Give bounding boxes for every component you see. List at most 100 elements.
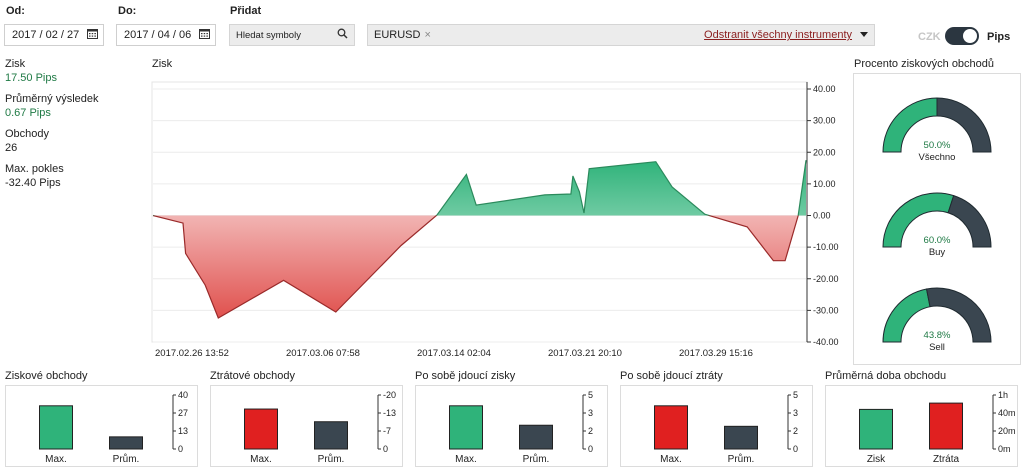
summary-bar-chart: 5 3 2 0 Max. Prům. — [654, 390, 798, 465]
stat-value: -32.40 Pips — [5, 177, 61, 189]
summary-bar — [929, 402, 963, 450]
instrument-chip[interactable]: EURUSD × — [374, 29, 431, 41]
from-date-input[interactable]: 2017 / 02 / 27 — [4, 24, 104, 46]
summary-chart-title: Po sobě jdoucí ztráty — [620, 370, 723, 382]
stat-label: Obchody — [5, 128, 50, 140]
summary-bar — [654, 405, 688, 450]
unit-toggle[interactable] — [945, 27, 979, 45]
add-label: Přidat — [230, 5, 262, 17]
y-tick-label: -13 — [383, 408, 396, 418]
win-rate-gauges: 50.0%Všechno 60.0%Buy 43.8%Sell — [882, 97, 992, 353]
gauge-label: Všechno — [919, 152, 956, 163]
profit-area — [153, 160, 806, 216]
loss-line — [152, 215, 799, 319]
gauge-label: Sell — [929, 342, 945, 353]
stat-trades: Obchody 26 — [5, 128, 140, 154]
to-date-value: 2017 / 04 / 06 — [124, 29, 192, 41]
gauge-percent: 50.0% — [924, 140, 951, 151]
unit-czk-option[interactable]: CZK — [918, 31, 941, 43]
y-tick-label: 3 — [793, 408, 798, 418]
from-label: Od: — [6, 5, 25, 17]
y-tick-label: 3 — [588, 408, 593, 418]
main-chart-title: Zisk — [152, 58, 173, 70]
calendar-icon[interactable] — [87, 28, 98, 42]
y-tick-label: 40m — [998, 408, 1016, 418]
stat-label: Max. pokles — [5, 163, 64, 175]
x-tick-label: 2017.03.29 15:16 — [679, 348, 753, 359]
summary-bar-chart: 5 3 2 0 Max. Prům. — [449, 390, 593, 465]
x-tick-label: 2017.03.21 20:10 — [548, 348, 622, 359]
gauge-label: Buy — [929, 247, 946, 258]
remove-all-instruments-link[interactable]: Odstranit všechny instrumenty — [704, 29, 852, 41]
category-label: Prům. — [523, 453, 550, 465]
calendar-icon[interactable] — [199, 28, 210, 42]
summary-bar-chart: 1h 40m 20m 0m Zisk Ztráta — [859, 390, 1016, 465]
stats-sidebar: Zisk 17.50 Pips Průměrný výsledek 0.67 P… — [5, 58, 140, 189]
stat-max-drawdown: Max. pokles -32.40 Pips — [5, 163, 140, 189]
y-tick-label: 40 — [178, 390, 188, 400]
y-tick-label: 2 — [588, 426, 593, 436]
symbol-search-placeholder: Hledat symboly — [236, 29, 301, 41]
y-tick-label: -40.00 — [813, 337, 839, 347]
profit-line — [153, 160, 807, 216]
category-label: Zisk — [867, 454, 886, 465]
y-tick-label: -20.00 — [813, 274, 839, 284]
caret-down-icon[interactable] — [860, 29, 868, 41]
summary-bar — [314, 421, 348, 450]
summary-bar — [39, 405, 73, 450]
category-label: Ztráta — [933, 454, 960, 465]
gauge-percent: 60.0% — [924, 235, 951, 246]
y-tick-label: 0 — [383, 444, 388, 454]
search-icon[interactable] — [337, 28, 348, 42]
y-tick-label: 1h — [998, 390, 1008, 400]
y-tick-label: -20 — [383, 390, 396, 400]
y-tick-label: 0m — [998, 444, 1011, 454]
y-tick-label: 0.00 — [813, 211, 831, 221]
category-label: Max. — [660, 454, 682, 465]
gauge-loss-arc — [925, 287, 992, 343]
summary-bar — [724, 425, 758, 450]
summary-chart-panel: 40 27 13 0 Max. Prům. — [5, 385, 198, 467]
category-label: Max. — [250, 454, 272, 465]
stat-value: 0.67 Pips — [5, 107, 51, 119]
summary-chart-title: Po sobě jdoucí zisky — [415, 370, 516, 382]
summary-chart-panel: 5 3 2 0 Max. Prům. — [620, 385, 813, 467]
stat-value: 17.50 Pips — [5, 72, 57, 84]
y-tick-label: 27 — [178, 408, 188, 418]
close-icon[interactable]: × — [424, 29, 431, 41]
summary-chart-panel: 1h 40m 20m 0m Zisk Ztráta — [825, 385, 1018, 467]
y-tick-label: 2 — [793, 426, 798, 436]
y-tick-label: 0 — [178, 444, 183, 454]
summary-chart-title: Ztrátové obchody — [210, 370, 295, 382]
x-tick-label: 2017.02.26 13:52 — [155, 348, 229, 359]
summary-bar — [519, 424, 553, 450]
category-label: Max. — [45, 454, 67, 465]
profit-area-chart: 40.00 30.00 20.00 10.00 0.00 -10.00 -20.00 -30.… — [151, 81, 839, 359]
category-label: Max. — [455, 454, 477, 465]
instrument-selector[interactable]: EURUSD × Odstranit všechny instrumenty — [367, 24, 875, 46]
y-tick-label: -30.00 — [813, 305, 839, 315]
category-label: Prům. — [318, 453, 345, 465]
y-tick-label: 0 — [588, 444, 593, 454]
stat-value: 26 — [5, 142, 18, 154]
instrument-chip-label: EURUSD — [374, 29, 421, 41]
summary-bar-chart: -20 -13 -7 0 Max. Prům. — [244, 390, 396, 465]
category-label: Prům. — [728, 453, 755, 465]
win-rate-title: Procento ziskových obchodů — [854, 58, 995, 70]
summary-bar — [109, 436, 143, 450]
y-tick-label: 13 — [178, 426, 188, 436]
y-tick-label: 30.00 — [813, 116, 836, 126]
symbol-search-input[interactable]: Hledat symboly — [229, 24, 355, 46]
y-tick-label: -7 — [383, 426, 391, 436]
stat-label: Průměrný výsledek — [5, 93, 99, 105]
unit-pips-option[interactable]: Pips — [987, 31, 1011, 43]
loss-area — [153, 215, 806, 318]
to-date-input[interactable]: 2017 / 04 / 06 — [116, 24, 216, 46]
y-tick-label: 5 — [793, 390, 798, 400]
summary-bar-chart: 40 27 13 0 Max. Prům. — [39, 390, 188, 465]
category-label: Prům. — [113, 453, 140, 465]
summary-chart-title: Ziskové obchody — [5, 370, 88, 382]
y-tick-label: 20.00 — [813, 147, 836, 157]
gauge-loss-arc — [947, 195, 992, 248]
summary-chart-title: Průměrná doba obchodu — [825, 370, 947, 382]
